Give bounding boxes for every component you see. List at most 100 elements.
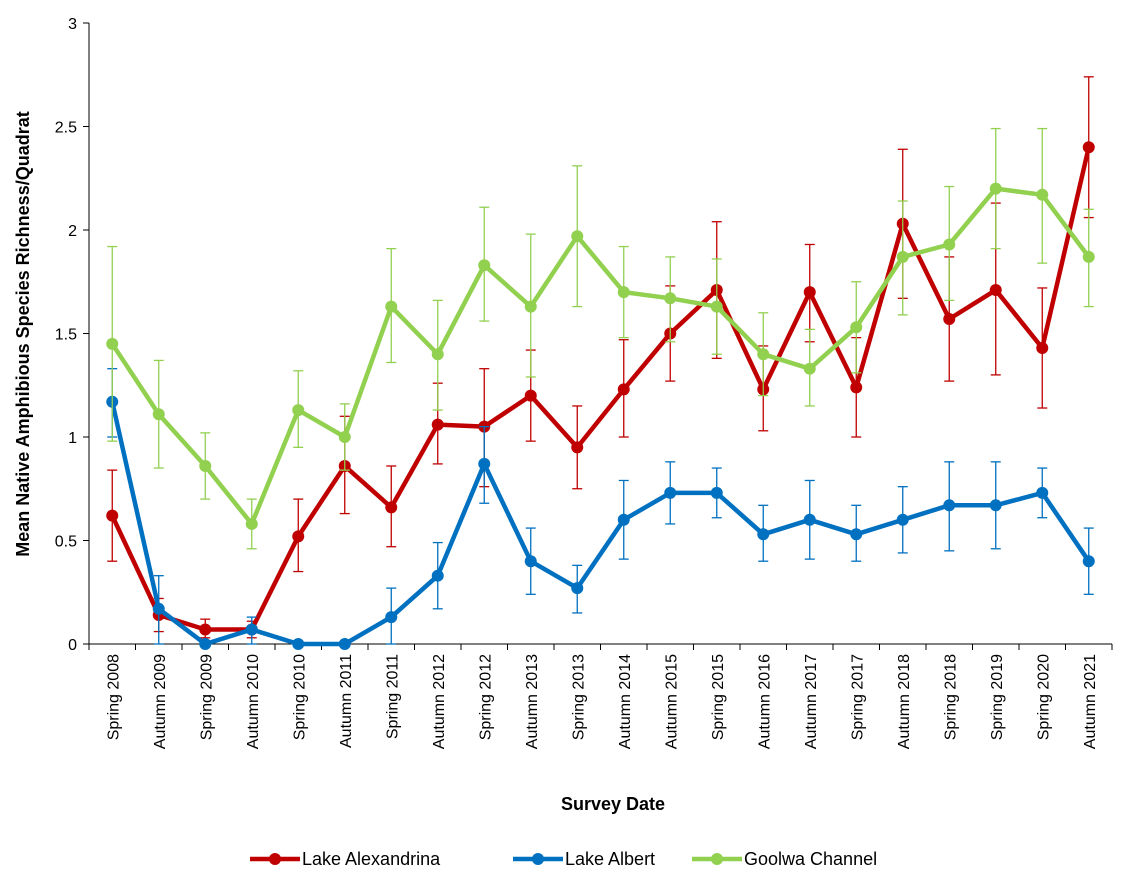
legend-marker: [269, 853, 281, 865]
legend: Lake Alexandrina Lake Albert Goolwa Channe…: [250, 849, 877, 869]
data-point: [943, 499, 956, 512]
data-point: [199, 623, 212, 636]
y-tick-label: 2.5: [55, 120, 77, 137]
data-point: [943, 313, 956, 326]
x-tick-label: Spring 2015: [710, 654, 727, 740]
legend-item: Goolwa Channel: [692, 849, 877, 869]
legend-item: Lake Alexandrina: [250, 849, 441, 869]
y-tick-label: 2: [68, 223, 77, 240]
data-point: [524, 300, 537, 313]
data-point: [431, 348, 444, 361]
data-point: [431, 569, 444, 582]
data-point: [850, 528, 863, 541]
legend-marker: [711, 853, 723, 865]
data-point: [850, 321, 863, 334]
data-point: [617, 286, 630, 299]
data-point: [245, 517, 258, 530]
data-point: [710, 300, 723, 313]
data-point: [617, 513, 630, 526]
series-line: [110, 399, 1091, 647]
data-point: [152, 602, 165, 615]
data-point: [943, 238, 956, 251]
series-lake-albert: [106, 368, 1095, 650]
data-point: [431, 418, 444, 431]
axes: [83, 22, 1113, 650]
data-point: [478, 457, 491, 470]
x-tick-label: Autumn 2012: [431, 654, 448, 749]
legend-label: Goolwa Channel: [744, 849, 877, 869]
data-point: [664, 486, 677, 499]
data-point: [803, 286, 816, 299]
data-point: [989, 499, 1002, 512]
data-point: [571, 230, 584, 243]
data-point: [292, 638, 305, 650]
x-tick-label: Autumn 2011: [338, 654, 355, 748]
series-line: [110, 186, 1091, 527]
data-point: [1082, 141, 1095, 154]
y-tick-label: 1.5: [55, 327, 77, 344]
data-point: [292, 404, 305, 417]
data-point: [1036, 341, 1049, 354]
data-point: [850, 381, 863, 394]
x-tick-label: Spring 2010: [291, 654, 308, 740]
y-tick-label: 1: [68, 430, 77, 447]
legend-item: Lake Albert: [513, 849, 655, 869]
data-point: [478, 259, 491, 272]
x-tick-label: Spring 2018: [942, 654, 959, 740]
data-point: [989, 284, 1002, 297]
data-point: [524, 389, 537, 402]
data-point: [338, 638, 351, 650]
data-point: [199, 638, 212, 650]
data-point: [571, 582, 584, 595]
data-point: [106, 337, 119, 350]
x-tick-label: Autumn 2021: [1082, 654, 1099, 749]
x-tick-label: Spring 2020: [1035, 654, 1052, 740]
data-point: [989, 182, 1002, 195]
series-goolwa-channel: [106, 127, 1095, 550]
x-tick-label: Autumn 2017: [803, 654, 820, 749]
data-point: [385, 501, 398, 514]
data-point: [1036, 188, 1049, 201]
data-point: [803, 362, 816, 375]
x-tick-labels: Spring 2008 Autumn 2009 Spring 2009 Autumn …: [105, 654, 1099, 749]
legend-marker: [532, 853, 544, 865]
data-point: [896, 513, 909, 526]
x-tick-label: Spring 2011: [384, 654, 401, 739]
x-tick-label: Autumn 2018: [896, 654, 913, 749]
x-tick-label: Spring 2017: [849, 654, 866, 740]
data-point: [524, 555, 537, 568]
data-point: [1082, 250, 1095, 263]
x-tick-label: Spring 2008: [105, 654, 122, 740]
data-point: [106, 509, 119, 522]
x-tick-label: Autumn 2015: [663, 654, 680, 749]
x-tick-label: Spring 2013: [570, 654, 587, 740]
series-group: [106, 76, 1095, 650]
data-point: [338, 431, 351, 443]
legend-label: Lake Albert: [565, 849, 655, 869]
data-point: [617, 383, 630, 396]
data-point: [199, 459, 212, 472]
x-tick-label: Autumn 2009: [152, 654, 169, 749]
y-tick-label: 0.5: [55, 534, 77, 551]
series-line: [110, 144, 1091, 632]
data-point: [245, 623, 258, 636]
data-point: [1036, 486, 1049, 499]
data-point: [757, 528, 770, 541]
x-tick-label: Autumn 2016: [756, 654, 773, 749]
data-point: [757, 348, 770, 361]
x-tick-label: Spring 2009: [198, 654, 215, 740]
x-tick-label: Spring 2019: [989, 654, 1006, 740]
data-point: [664, 292, 677, 305]
x-tick-label: Autumn 2014: [617, 654, 634, 749]
x-tick-label: Spring 2012: [477, 654, 494, 740]
x-tick-label: Autumn 2013: [524, 654, 541, 749]
y-tick-label: 3: [68, 16, 77, 33]
x-tick-label: Autumn 2010: [245, 654, 262, 749]
data-point: [292, 530, 305, 543]
data-point: [385, 611, 398, 624]
y-tick-labels: 0 0.5 1 1.5 2 2.5 3: [55, 16, 77, 654]
data-point: [1082, 555, 1095, 568]
x-axis-title: Survey Date: [561, 794, 665, 814]
data-point: [710, 486, 723, 499]
